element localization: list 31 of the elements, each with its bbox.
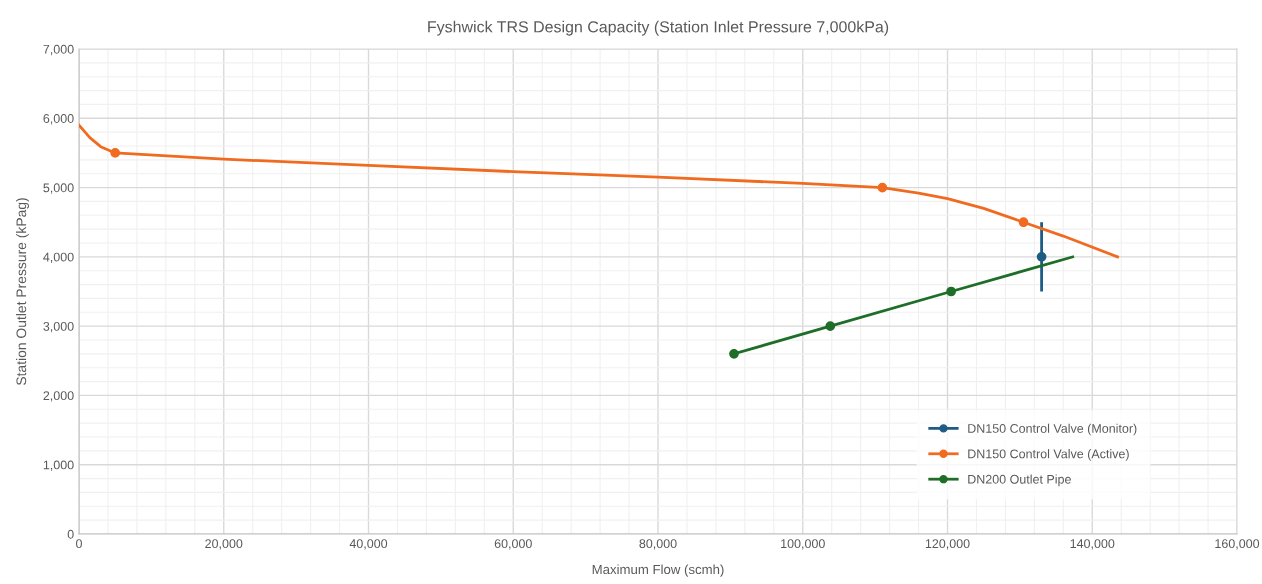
- legend-label: DN150 Control Valve (Monitor): [968, 423, 1137, 436]
- y-tick-label: 6,000: [43, 114, 74, 125]
- chart-title: Fyshwick TRS Design Capacity (Station Inlet Pressure 7,000kPa): [428, 20, 889, 36]
- x-tick-label: 160,000: [1215, 539, 1260, 550]
- x-tick-label: 40,000: [349, 539, 388, 550]
- y-tick-label: 3,000: [43, 321, 74, 333]
- y-tick-label: 2,000: [43, 391, 74, 402]
- y-axis-title: Station Outlet Pressure (kPag): [16, 198, 29, 386]
- y-tick-label: 0: [67, 529, 74, 539]
- x-tick-label: 20,000: [205, 539, 243, 550]
- y-tick-label: 4,000: [43, 252, 74, 263]
- line-series: [79, 123, 1119, 259]
- point: [877, 182, 888, 193]
- x-tick-label: 60,000: [494, 539, 532, 550]
- x-tick-label: 120,000: [925, 539, 970, 550]
- point: [1018, 217, 1029, 228]
- y-tick-label: 1,000: [43, 460, 74, 471]
- point: [825, 321, 836, 332]
- x-tick-label: 140,000: [1070, 539, 1115, 550]
- point: [1036, 251, 1047, 262]
- legend-label: DN200 Outlet Pipe: [968, 474, 1071, 487]
- legend-label: DN150 Control Valve (Active): [968, 449, 1129, 461]
- x-tick-label: 100,000: [781, 539, 825, 550]
- y-tick-label: 7,000: [43, 44, 74, 56]
- point: [729, 348, 739, 359]
- x-axis-title: Maximum Flow (scmh): [592, 564, 724, 577]
- x-tick-label: 0: [76, 539, 82, 549]
- y-tick-label: 5,000: [43, 183, 74, 194]
- point: [110, 148, 121, 158]
- x-tick-label: 80,000: [639, 539, 677, 550]
- point: [946, 286, 956, 297]
